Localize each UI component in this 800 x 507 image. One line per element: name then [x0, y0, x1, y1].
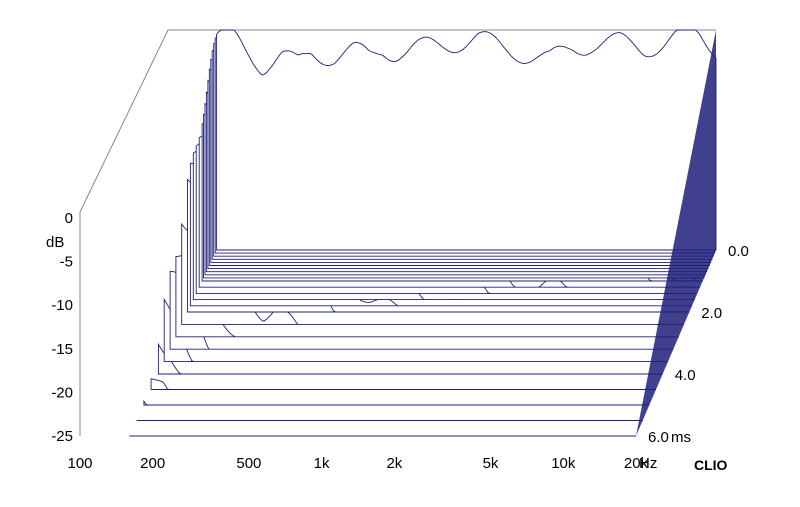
- y-tick-label: -10: [51, 297, 73, 314]
- back-wall-outline: [79, 29, 716, 213]
- waterfall-slice: [143, 399, 650, 406]
- z-tick-label: 0.0: [728, 243, 749, 260]
- waterfall-slice: [169, 270, 674, 350]
- z-axis-unit-label: ms: [671, 429, 691, 446]
- x-tick-label: 200: [140, 455, 165, 472]
- x-tick-label: 1k: [314, 455, 330, 472]
- z-tick-label: 2.0: [701, 305, 722, 322]
- y-tick-label: -25: [51, 428, 73, 445]
- y-axis-unit-label: dB: [46, 234, 64, 251]
- x-tick-label: 2k: [386, 455, 402, 472]
- brand-label: CLIO: [694, 457, 728, 473]
- z-tick-label: 4.0: [675, 367, 696, 384]
- x-tick-label: 10k: [551, 455, 576, 472]
- x-tick-label: 100: [67, 455, 92, 472]
- right-edge-wall: [636, 30, 716, 436]
- waterfall-slice: [157, 342, 663, 375]
- y-tick-label: 0: [65, 210, 73, 227]
- waterfall-slice: [150, 378, 656, 390]
- x-tick-label: 5k: [483, 455, 499, 472]
- waterfall-slice: [181, 222, 684, 325]
- z-tick-label: 6.0: [648, 429, 669, 446]
- x-tick-label: 20k: [624, 455, 649, 472]
- waterfall-slice: [175, 252, 679, 338]
- x-axis-unit-label: Hz: [639, 455, 657, 472]
- waterfall-slice: [163, 297, 668, 363]
- waterfall-slice: [216, 29, 717, 251]
- y-tick-label: -15: [51, 341, 73, 358]
- axis-labels: dB Hz ms CLIO 0 -5 -10 -15 -20 -25 100 200 500 1k…: [46, 210, 749, 473]
- y-tick-label: -20: [51, 384, 73, 401]
- plot-frame: [79, 29, 716, 436]
- waterfall-surface: [129, 29, 717, 437]
- x-tick-label: 500: [236, 455, 261, 472]
- y-tick-label: -5: [60, 254, 73, 271]
